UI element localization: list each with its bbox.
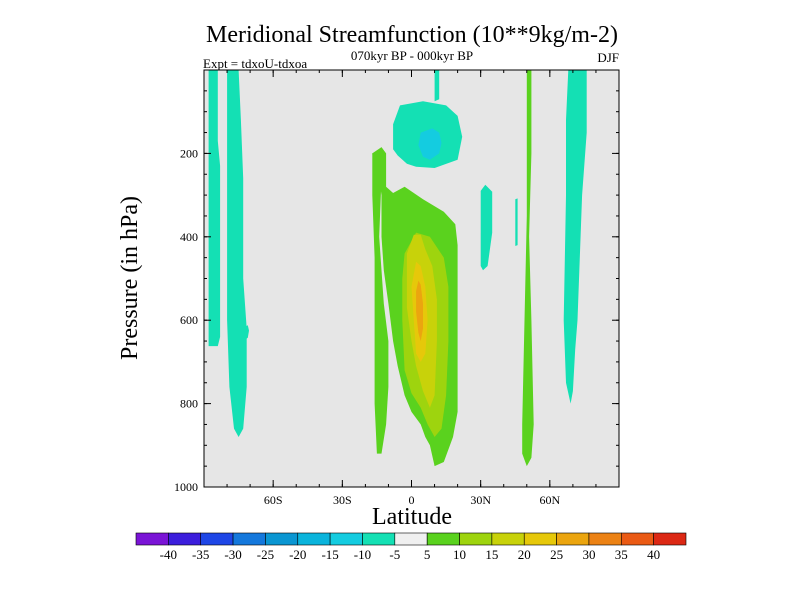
colorbar-swatch [426,532,460,546]
contour-region-8 [563,70,587,404]
colorbar-label: -40 [160,547,177,562]
colorbar-label: -15 [321,547,338,562]
x-tick-label: 30N [470,493,491,507]
contour-region-1 [227,70,247,437]
colorbar-swatch [620,532,654,546]
season-label: DJF [597,50,619,65]
colorbar-swatch [297,532,331,546]
colorbar-swatch [329,532,363,546]
colorbar-swatch [200,532,234,546]
colorbar-label: -10 [354,547,371,562]
colorbar-swatch [232,532,266,546]
y-tick-label: 1000 [174,480,198,494]
colorbar-label: -20 [289,547,306,562]
plot-area: 60S 30S 0 30N 60N 200 400 600 800 1000 [174,69,620,507]
y-tick-label: 600 [180,313,198,327]
contour-region-2 [244,325,249,340]
colorbar-label: 35 [615,547,628,562]
colorbar-label: 20 [518,547,531,562]
colorbar-swatch [459,532,493,546]
colorbar-swatch [394,532,428,546]
contour-region-4 [418,128,442,160]
colorbar-swatch [491,532,525,546]
colorbar-swatch [523,532,557,546]
chart-subtitle: 070kyr BP - 000kyr BP [351,48,473,63]
x-tick-label: 30S [333,493,352,507]
colorbar-label: 30 [582,547,595,562]
chart-title: Meridional Streamfunction (10**9kg/m-2) [206,22,618,48]
colorbar-label: -5 [389,547,400,562]
experiment-label: Expt = tdxoU-tdxoa [203,56,307,71]
colorbar-swatch [362,532,396,546]
contour-region-6 [480,184,493,271]
x-axis-label: Latitude [372,504,452,530]
contour-region-15 [522,70,534,467]
colorbar-label: -25 [257,547,274,562]
colorbar-label: 40 [647,547,660,562]
contour-fill-regions [208,70,587,467]
colorbar-swatch [556,532,590,546]
colorbar-label: -30 [224,547,241,562]
y-axis-label: Pressure (in hPa) [117,196,143,360]
colorbar-label: 25 [550,547,563,562]
colorbar-swatch [135,532,169,546]
x-tick-label: 0 [409,493,415,507]
colorbar-swatch [265,532,299,546]
x-tick-label: 60S [264,493,283,507]
y-tick-label: 400 [180,230,198,244]
y-tick-label: 800 [180,397,198,411]
x-axis-ticks: 60S 30S 0 30N 60N [264,70,560,507]
y-axis-ticks: 200 400 600 800 1000 [174,146,619,494]
y-tick-label: 200 [180,146,198,160]
colorbar-swatch [588,532,622,546]
colorbar-swatch [168,532,202,546]
contour-region-7 [515,198,518,246]
colorbar-label: -35 [192,547,209,562]
x-tick-label: 60N [539,493,560,507]
contour-region-5 [434,70,440,102]
contour-region-0 [208,70,221,347]
colorbar-label: 10 [453,547,466,562]
colorbar-label: 5 [424,547,431,562]
contour-region-10 [372,153,389,454]
colorbar-label: 15 [485,547,498,562]
colorbar: -40 -35 -30 -25 -20 -15 -10 -5 5 10 15 20 25 30 35 40 [135,532,687,562]
contour-region-14 [416,280,423,342]
colorbar-swatch [653,532,687,546]
